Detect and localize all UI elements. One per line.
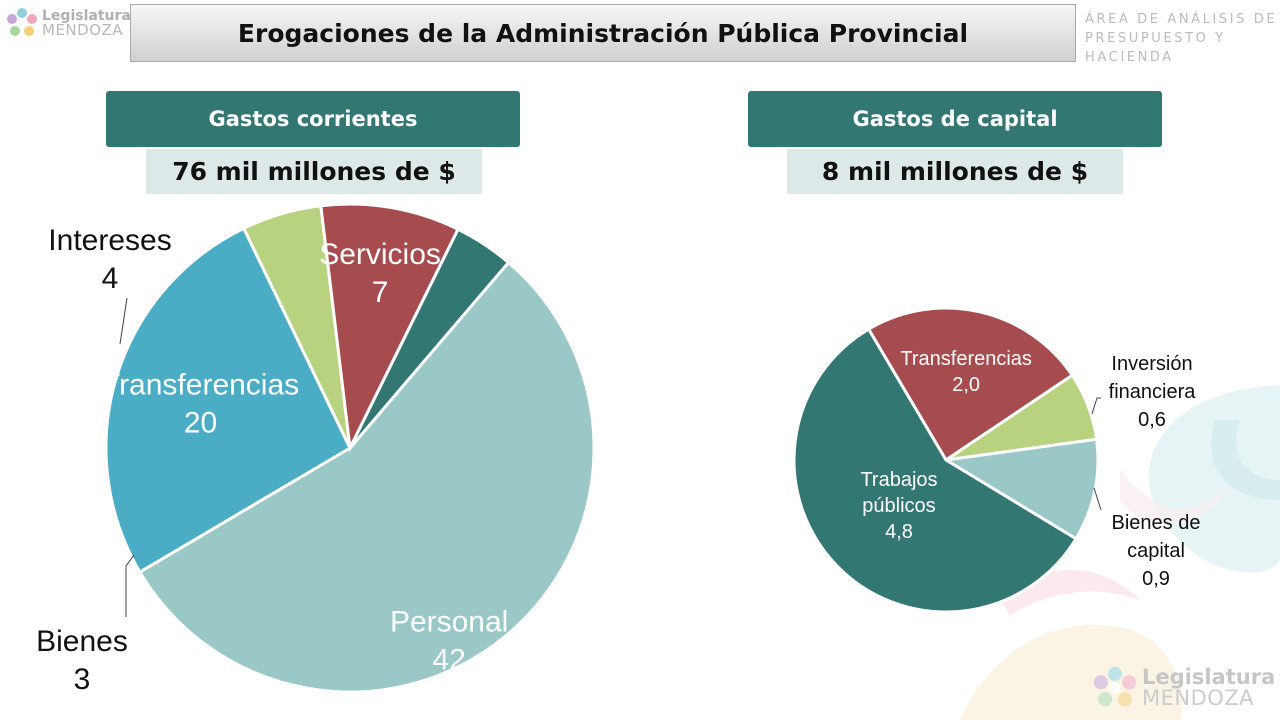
page-title: Erogaciones de la Administración Pública… [130,4,1076,62]
gastos-capital-header: Gastos de capital [748,91,1162,147]
legislatura-logo-bottom: Legislatura MENDOZA [1092,664,1275,712]
slice-label-intereses: Intereses 4 [48,224,171,295]
slice-label-trabajos-publicos: Trabajos públicos 4,8 [860,469,937,543]
gastos-capital-total: 8 mil millones de $ [787,149,1123,194]
pie-slice-transferencias [866,306,1075,463]
legislatura-logo: Legislatura MENDOZA [6,6,131,40]
pie-slice-trabajos-publicos [792,327,1079,614]
gastos-corrientes-total: 76 mil millones de $ [146,149,482,194]
leader-line-bienes [125,554,135,617]
slice-label-bienes: Bienes 3 [36,625,128,696]
gastos-corrientes-header: Gastos corrientes [106,91,520,147]
logo-text-line1: Legislatura [42,7,131,24]
slice-label-transferencias: Transferencias 20 [102,368,299,439]
area-line-1: ÁREA DE ANÁLISIS DE [1085,12,1278,27]
slice-label-inversion-financiera: Inversión financiera 0,6 [1109,353,1197,431]
pie-slice-personal [137,260,596,694]
flower-logo-icon [1093,666,1137,707]
leader-line-bienes-de-capital [1093,487,1102,511]
slice-label-transferencias: Transferencias 2,0 [900,348,1032,396]
slice-label-bienes-de-capital: Bienes de capital 0,9 [1112,512,1201,590]
logo-text-line2: MENDOZA [42,20,124,39]
logo-text-line1: Legislatura [1142,665,1276,689]
slice-label-servicios: Servicios 7 [319,238,441,309]
area-subtitle: ÁREA DE ANÁLISIS DE PRESUPUESTO Y HACIEN… [1085,10,1280,67]
leader-line-intereses [119,297,128,345]
logo-text-line2: MENDOZA [1142,686,1255,710]
pie-slice-bienes [348,227,511,449]
area-line-2: PRESUPUESTO Y HACIENDA [1085,31,1226,65]
flower-logo-icon [7,8,37,36]
leader-line-inversion-financiera [1091,397,1101,415]
slice-label-personal: Personal 42 [390,606,508,677]
pie-slice-servicios [319,202,461,454]
pie-slice-transferencias [104,226,352,575]
